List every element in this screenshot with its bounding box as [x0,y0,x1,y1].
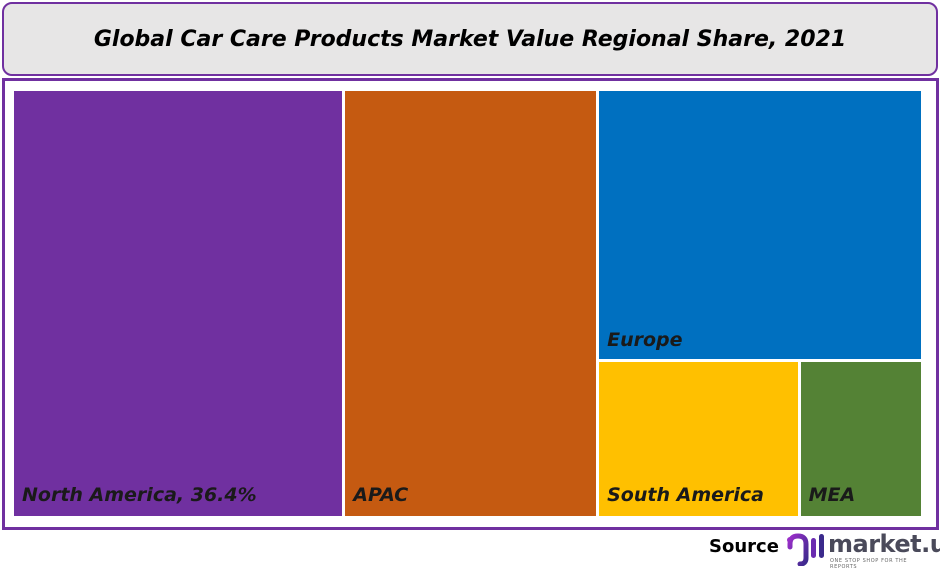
tile-label: MEA [808,483,856,506]
brand-name: market.us [828,530,940,558]
tile-europe: Europe [599,91,921,360]
source-label: Source [709,536,779,557]
tile-south-america: South America [599,362,798,516]
tile-apac: APAC [345,91,597,516]
tile-label: North America, 36.4% [22,484,257,506]
tile-north-america: North America, 36.4% [14,91,343,516]
logo-mark-icon [787,533,824,567]
chart-title: Global Car Care Products Market Value Re… [93,26,847,52]
tile-label: Europe [607,329,683,352]
chart-title-box: Global Car Care Products Market Value Re… [2,2,938,76]
market-us-logo[interactable]: market.us ONE STOP SHOP FOR THE REPORTS [786,530,940,570]
tile-mea: MEA [800,362,921,516]
tile-label: APAC [353,484,409,506]
brand-tagline: ONE STOP SHOP FOR THE REPORTS [830,558,908,570]
tile-label: South America [607,483,764,506]
treemap: North America, 36.4% APAC Europe South Amer… [14,91,924,516]
